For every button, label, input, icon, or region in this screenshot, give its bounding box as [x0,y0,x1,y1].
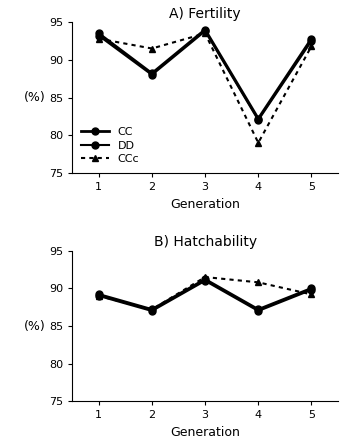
CC [97,31,101,36]
CC [150,307,154,312]
Line: DD: DD [95,28,315,124]
CCc [203,31,207,36]
X-axis label: Generation: Generation [170,198,240,211]
Line: CC: CC [95,276,315,313]
DD [203,278,207,284]
CCc [256,140,260,145]
Line: CCc: CCc [95,273,315,313]
DD [150,308,154,314]
DD [256,117,260,123]
CCc [150,46,154,51]
CCc [97,36,101,41]
DD [256,308,260,314]
Legend: CC, DD, CCc: CC, DD, CCc [78,124,142,167]
CCc [256,280,260,285]
CC [150,71,154,76]
DD [309,287,314,293]
CCc [309,44,314,49]
DD [150,72,154,78]
Y-axis label: (%): (%) [24,320,46,333]
DD [97,293,101,298]
Line: DD: DD [95,277,315,314]
DD [97,33,101,38]
CCc [309,292,314,297]
CC [97,292,101,297]
Line: CC: CC [95,26,315,122]
Title: B) Hatchability: B) Hatchability [154,235,257,249]
CCc [150,307,154,312]
CC [309,286,314,291]
Y-axis label: (%): (%) [24,91,46,104]
Line: CCc: CCc [95,30,315,146]
CC [203,277,207,282]
CC [203,27,207,32]
Title: A) Fertility: A) Fertility [169,7,241,21]
X-axis label: Generation: Generation [170,426,240,439]
CC [256,116,260,121]
CCc [203,274,207,280]
DD [309,38,314,44]
CC [309,36,314,41]
CCc [97,293,101,298]
DD [203,29,207,34]
CC [256,307,260,312]
